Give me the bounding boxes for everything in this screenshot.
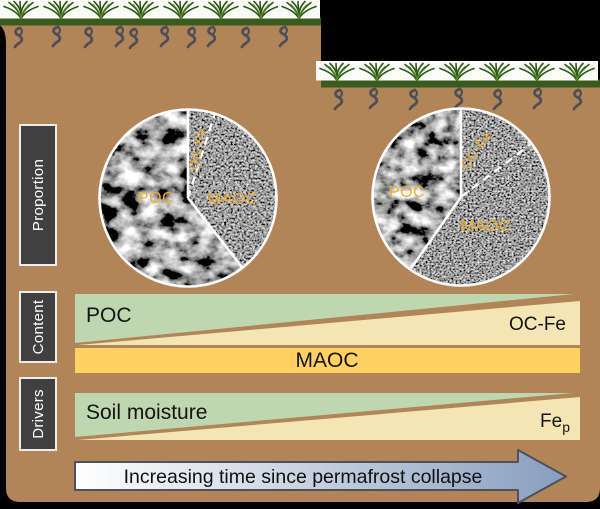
collapsed-surface-strip [321, 79, 600, 88]
soil-moisture-label: Soil moisture [86, 401, 207, 424]
maoc-constant-bar: MAOC [75, 348, 580, 373]
poc-trend-wedge [75, 294, 574, 343]
soil-moisture-trend-wedge [75, 393, 573, 437]
grass-tuft-icon [0, 0, 43, 20]
pie-chart-pre-collapse: POC MAOC OC-Fe [98, 108, 278, 288]
grass-tuft-icon [239, 0, 283, 20]
ocfe-trend-label: OC-Fe [509, 314, 566, 335]
grass-tuft-icon [515, 60, 559, 82]
grass-tuft-icon [159, 0, 203, 20]
content-trend-wedges: POC OC-Fe [75, 294, 580, 345]
poc-trend-label: POC [86, 304, 132, 327]
grass-tufts-upper [0, 0, 321, 20]
maoc-bar-label: MAOC [296, 349, 359, 372]
grass-tuft-icon [355, 60, 399, 82]
grass-tuft-icon [315, 60, 359, 82]
row-label-box [19, 124, 57, 266]
grass-tuft-icon [555, 60, 599, 82]
grass-tuft-icon [119, 0, 163, 20]
grass-tuft-icon [395, 60, 439, 82]
maoc-slice-label: MAOC [461, 218, 511, 235]
fep-label: Fep [540, 411, 570, 435]
slice-divider [186, 197, 244, 269]
maoc-slice-label: MAOC [208, 191, 258, 208]
row-label-proportion: Proportion [19, 124, 57, 266]
drivers-trend-wedges: Soil moisture Fep [75, 393, 580, 440]
poc-slice-label: POC [389, 184, 425, 201]
slice-divider [409, 196, 463, 270]
row-label-box [19, 377, 57, 451]
pie-chart-post-collapse: POC MAOC OC-Fe [371, 107, 551, 287]
grass-tuft-icon [277, 0, 321, 20]
pie-outline [98, 108, 278, 288]
ocfe-dashed-divider [186, 112, 217, 199]
timeline-arrow-label: Increasing time since permafrost collaps… [124, 466, 483, 488]
row-label-content: Content [19, 291, 57, 363]
ocfe-dashed-divider [460, 143, 532, 198]
timeline-arrow: Increasing time since permafrost collaps… [74, 449, 567, 504]
row-label-text: Proportion [30, 159, 47, 231]
fep-label-base: Fe [540, 411, 562, 432]
arrow-shape [74, 449, 567, 504]
grass-tuft-icon [475, 60, 519, 82]
fep-trend-wedge [78, 397, 580, 440]
grass-tufts-collapsed [315, 60, 599, 82]
row-label-text: Drivers [30, 389, 47, 439]
maoc-bar [75, 348, 580, 373]
grass-tuft-icon [199, 0, 243, 20]
grass-tuft-icon [79, 0, 123, 20]
row-label-drivers: Drivers [19, 377, 57, 451]
pie-outline [371, 107, 551, 287]
row-label-text: Content [30, 299, 47, 354]
ocfe-trend-wedge [78, 301, 580, 345]
poc-slice-label: POC [138, 190, 174, 207]
row-label-box [19, 291, 57, 363]
grass-tuft-icon [39, 0, 83, 20]
fep-label-subscript: p [562, 419, 570, 435]
grass-tuft-icon [435, 60, 479, 82]
upper-surface-strip [0, 17, 321, 26]
